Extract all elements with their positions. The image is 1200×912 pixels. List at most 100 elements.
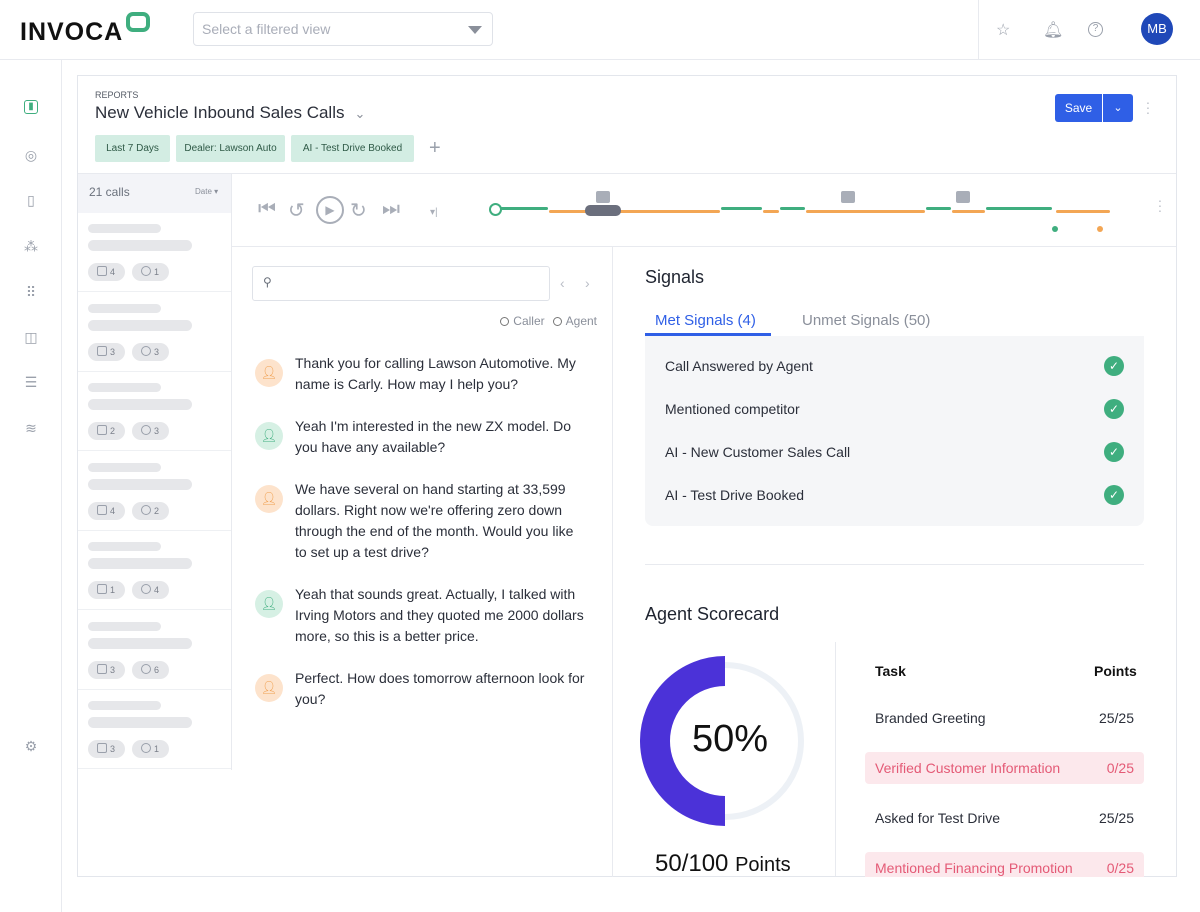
caller-segment[interactable] — [926, 207, 951, 210]
breadcrumb[interactable]: REPORTS — [95, 90, 139, 100]
user-icon[interactable]: ◎ — [24, 147, 38, 163]
legend-label: Caller — [513, 314, 545, 328]
apps-icon[interactable]: ⠿ — [25, 284, 37, 300]
next-result-icon[interactable]: › — [585, 275, 590, 291]
signal-item: Call Answered by Agent — [665, 358, 813, 374]
skeleton-line — [88, 240, 192, 251]
tab-unmet-signals[interactable]: Unmet Signals (50) — [802, 312, 931, 329]
task-points: 25/25 — [1098, 710, 1134, 726]
count: 3 — [154, 346, 160, 357]
report-title-row: New Vehicle Inbound Sales Calls ⌄ — [95, 103, 365, 123]
search-icon: ⚲ — [263, 275, 272, 289]
skeleton-line — [88, 319, 192, 331]
scorecard-row: Branded Greeting 25/25 — [865, 702, 1144, 734]
comment-marker-icon[interactable] — [956, 191, 970, 203]
transcript-message-row: 👤︎ Thank you for calling Lawson Automotiv… — [255, 353, 595, 395]
bell-icon[interactable]: 🔔︎ — [1043, 22, 1064, 39]
divider — [645, 564, 1144, 565]
met-signals-list — [645, 336, 1144, 526]
phone-icon[interactable]: ▯ — [27, 192, 35, 208]
filter-chip[interactable]: Dealer: Lawson Auto — [176, 135, 285, 162]
chart-icon — [97, 345, 107, 356]
sliders-icon[interactable]: ☰ — [24, 374, 38, 390]
chart-icon — [97, 504, 107, 515]
help-icon[interactable]: ? — [1088, 22, 1103, 37]
transcript-message: Thank you for calling Lawson Automotive.… — [295, 355, 576, 392]
more-icon[interactable]: · · · — [1145, 94, 1151, 120]
save-dropdown-button[interactable]: ⌄ — [1103, 94, 1133, 122]
comment-marker-icon[interactable] — [841, 191, 855, 203]
logo-bubble-icon — [126, 12, 150, 32]
analytics-icon[interactable]: ◫ — [24, 329, 38, 345]
filtered-view-select[interactable]: Select a filtered view — [193, 12, 493, 46]
agent-segment[interactable] — [806, 210, 925, 213]
team-icon[interactable]: ⁂ — [24, 238, 38, 254]
playhead-scrubber[interactable] — [585, 205, 621, 216]
task-points: 0/25 — [1106, 860, 1134, 876]
divider — [231, 174, 232, 770]
playhead-start[interactable] — [489, 203, 502, 216]
agent-segment[interactable] — [763, 210, 779, 213]
filter-chip[interactable]: AI - Test Drive Booked — [291, 135, 414, 162]
chart-icon — [97, 663, 107, 674]
call-list-header — [78, 174, 232, 213]
save-button[interactable]: Save — [1055, 94, 1102, 122]
comment-marker-icon[interactable] — [596, 191, 610, 203]
transcript-message-row: 👤︎ Yeah that sounds great. Actually, I ta… — [255, 584, 595, 647]
signal-icon[interactable]: ≋ — [25, 420, 37, 436]
skip-start-icon[interactable]: ⏮ — [258, 198, 276, 220]
transcript-search-input[interactable]: ⚲ — [252, 266, 550, 301]
signals-count-badge: 3 — [88, 342, 125, 361]
comments-count-badge: 4 — [132, 581, 169, 599]
filter-chip[interactable]: Last 7 Days — [95, 135, 170, 162]
caller-segment[interactable] — [780, 207, 805, 210]
rewind-10-icon[interactable]: ↺ — [288, 200, 305, 222]
task-name: Mentioned Financing Promotion — [875, 860, 1073, 876]
chevron-down-icon[interactable]: ⌄ — [354, 106, 366, 121]
caller-avatar-icon: 👤︎ — [255, 422, 283, 450]
reports-icon[interactable]: ▮ — [24, 100, 38, 114]
signals-count-badge: 4 — [88, 501, 125, 520]
date-sort-button[interactable]: Date ▾ — [195, 187, 219, 196]
agent-segment[interactable] — [1056, 210, 1110, 213]
transcript-message-row: 👤︎ Perfect. How does tomorrow afternoon l… — [255, 668, 595, 710]
transcript-message: Perfect. How does tomorrow afternoon loo… — [295, 670, 585, 707]
skeleton-line — [88, 621, 161, 631]
comment-icon — [141, 425, 151, 435]
star-icon[interactable]: ☆ — [996, 22, 1011, 39]
tab-met-signals[interactable]: Met Signals (4) — [655, 312, 756, 329]
forward-10-icon[interactable]: ↻ — [350, 200, 367, 222]
transcript-message: Yeah that sounds great. Actually, I talk… — [295, 586, 584, 644]
more-icon[interactable]: · · · — [1157, 192, 1163, 218]
settings-icon[interactable]: ⚙ — [24, 738, 38, 754]
skeleton-line — [88, 717, 192, 728]
signals-count-badge: 3 — [88, 740, 125, 758]
check-circle-icon: ✓ — [1104, 356, 1124, 376]
invoca-logo[interactable]: INVOCA — [20, 18, 124, 46]
count: 3 — [110, 664, 116, 675]
speed-dropdown[interactable]: ▾| — [430, 207, 438, 218]
avatar[interactable]: MB — [1141, 13, 1173, 45]
skip-end-icon[interactable]: ⏭ — [382, 198, 400, 220]
caller-segment[interactable] — [986, 207, 1052, 210]
comment-icon — [141, 584, 151, 594]
comments-count-badge: 3 — [132, 342, 169, 361]
agent-segment[interactable] — [952, 210, 985, 213]
caller-segment[interactable] — [497, 207, 548, 210]
skeleton-line — [88, 399, 192, 410]
agent-segment[interactable] — [549, 210, 720, 213]
prev-result-icon[interactable]: ‹ — [560, 275, 565, 291]
divider — [78, 173, 1176, 174]
scorecard-row: Asked for Test Drive 25/25 — [865, 802, 1144, 834]
points-value: 50/100 — [655, 850, 729, 877]
play-button[interactable]: ▶ — [316, 196, 344, 224]
add-filter-button[interactable]: + — [429, 137, 441, 159]
caller-segment[interactable] — [721, 207, 762, 210]
